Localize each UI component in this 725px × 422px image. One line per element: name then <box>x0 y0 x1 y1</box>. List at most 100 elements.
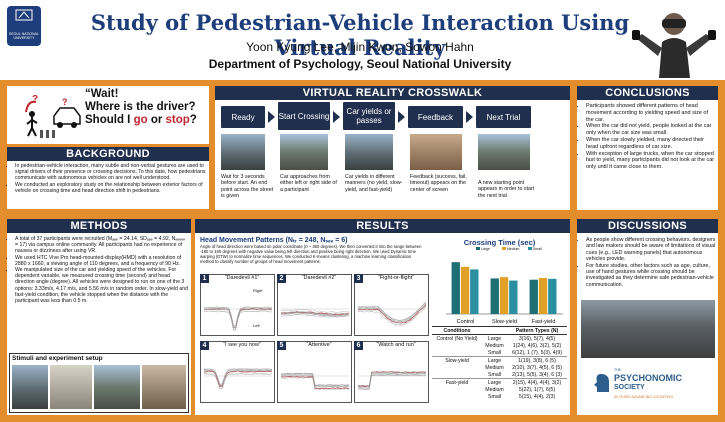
intro-should: Should I <box>85 114 134 126</box>
psy-society: SOCIETY <box>614 384 645 391</box>
table-cell-cond <box>432 393 482 400</box>
table-cell-patterns: 2(15), 4(4), 4(4), 3(2) <box>512 379 562 386</box>
pattern-name: “Daredevil #1” <box>224 275 260 281</box>
svg-text:?: ? <box>62 97 68 107</box>
pattern-name: “Daredevil #2” <box>301 275 337 281</box>
intro-question: “Wait! Where is the driver? Should I go … <box>85 88 205 127</box>
psy-name: PSYCHONOMIC <box>614 373 683 383</box>
logo-emblem-icon <box>15 9 33 21</box>
step-car-yields: Car yields or passes <box>343 102 395 130</box>
step-ready: Ready <box>221 106 265 128</box>
stimuli-box <box>9 353 189 413</box>
table-row: Medium 1(24), 4(6), 3(2), 5(2) <box>432 342 567 349</box>
background-heading: BACKGROUND <box>7 147 209 161</box>
pattern-table: Conditions Pattern Types (N) Control (No… <box>432 326 567 400</box>
intro-qmark: ? <box>189 114 197 126</box>
pattern-name: “Attentive” <box>306 342 332 348</box>
psy-tagline: 60 YEARS ADVANCING COGNITION <box>614 395 673 399</box>
brain-head-icon <box>594 374 609 392</box>
hmp-title: Head Movement Patterns (Nₜᵣ = 248, Nₛₑₑ … <box>200 236 348 244</box>
logo-text: SEOUL NATIONAL UNIVERSITY <box>9 32 39 40</box>
psy-the: THE <box>614 368 621 372</box>
table-cell-size: Small <box>488 393 502 400</box>
bar <box>460 266 470 314</box>
step-next-screenshot <box>478 134 530 170</box>
table-cell-patterns: 1(24), 4(6), 3(2), 5(2) <box>512 342 562 349</box>
university-logo: SEOUL NATIONAL UNIVERSITY <box>7 6 41 46</box>
table-row: Medium 2(10), 3(7), 4(5), 6 (5) <box>432 364 567 371</box>
stimuli-photo-lab <box>50 365 92 409</box>
table-header: Conditions <box>432 326 483 335</box>
stimuli-photo-truck <box>12 365 48 409</box>
crosswalk-heading: VIRTUAL REALITY CROSSWALK <box>215 86 570 100</box>
discussions-heading: DISCUSSIONS <box>577 219 718 233</box>
street-crowd-photo <box>581 300 715 358</box>
bar <box>451 262 460 314</box>
bar <box>509 280 518 314</box>
intro-line-2: Where is the driver? <box>85 101 196 113</box>
discussions-list: As people show different crossing behavi… <box>580 237 716 288</box>
legend-label: Large <box>481 247 490 251</box>
crossing-time-svg: Large Medium Small Control Slow-yield Fast-yi… <box>446 247 563 325</box>
bar <box>538 278 548 314</box>
arrow-icon <box>466 111 473 123</box>
legend-label: Medium <box>507 247 520 251</box>
table-row: Slow-yield Large 1(19), 3(8), 6 (5) <box>432 357 567 365</box>
pattern-plot-3 <box>354 274 429 336</box>
table-cell-cond: Control (No Yield) <box>436 335 478 342</box>
hmp-description: Angle of head direction were based on po… <box>200 244 422 264</box>
pattern-plot-5 <box>277 341 352 403</box>
methods-item: We manipulated size of the car and yield… <box>15 267 189 304</box>
step-next-trial: Next Trial <box>476 106 531 128</box>
table-cell-patterns: 1(19), 3(8), 6 (5) <box>518 357 556 364</box>
conclusions-heading: CONCLUSIONS <box>577 86 718 100</box>
table-cell-size: Medium <box>485 342 504 349</box>
table-cell-patterns: 2(13), 5(5), 3(4), 6 (3) <box>512 371 562 378</box>
intro-or: or <box>147 114 166 126</box>
step-ready-screenshot <box>221 134 265 170</box>
step-start-screenshot <box>280 134 328 170</box>
step-car-desc: Car yields in different manners (no yiel… <box>345 174 403 193</box>
arrow-icon <box>333 111 340 123</box>
pattern-name: “Watch and run” <box>376 342 416 348</box>
conclusions-item: When the car slowly yielded, many direct… <box>586 137 716 151</box>
pedestrian-car-illustration: ? ? <box>25 94 81 138</box>
x-tick-label: Control <box>457 319 475 325</box>
conclusions-panel <box>577 86 718 210</box>
table-cell-size: Small <box>488 349 502 356</box>
legend-swatch <box>528 247 532 250</box>
table-cell-size: Large <box>487 379 502 386</box>
background-list: In pedestrian-vehicle interaction, many … <box>9 163 207 194</box>
x-tick-label: Fast-yield <box>532 319 556 325</box>
poster-department: Department of Psychology, Seoul National… <box>208 57 512 71</box>
legend-swatch <box>476 247 480 250</box>
conclusions-list: Participants showed different patterns o… <box>580 103 716 171</box>
table-cell-patterns: 6(12), 1 (7), 5(3), 4(9) <box>512 349 562 356</box>
table-row: Control (No Yield) Large 3(16), 5(7), 4(5) <box>432 335 567 343</box>
poster-header <box>0 0 725 80</box>
x-tick-label: Slow-yield <box>492 319 517 325</box>
bar <box>490 278 499 314</box>
table-cell-patterns: 2(10), 3(7), 4(5), 6 (5) <box>512 364 562 371</box>
table-row: Fast-yield Large 2(15), 4(4), 4(4), 3(2) <box>432 379 567 387</box>
poster-title: Study of Pedestrian-Vehicle Interaction … <box>90 10 630 60</box>
pattern-number: 6 <box>354 341 363 350</box>
bar <box>470 269 479 314</box>
legend-swatch <box>502 247 506 250</box>
table-cell-cond: Fast-yield <box>445 379 469 386</box>
table-row: Small 5(15), 4(4), 2(3) <box>432 393 567 400</box>
step-feedback: Feedback <box>408 106 463 128</box>
table-cell-size: Large <box>487 335 502 342</box>
discussions-item: As people show different crossing behavi… <box>586 237 716 263</box>
pattern-number: 2 <box>277 274 286 283</box>
background-item: We conducted an exploratory study on the… <box>15 182 207 194</box>
background-item: In pedestrian-vehicle interaction, many … <box>15 163 207 182</box>
step-next-desc: A new starting point appears in order to… <box>478 180 535 199</box>
stimuli-photo-street <box>94 365 140 409</box>
conclusions-item: Participants showed different patterns o… <box>586 103 716 123</box>
table-cell-cond <box>432 364 482 371</box>
step-start-crossing: Start Crossing <box>278 102 330 130</box>
pattern-name: “I see you now” <box>223 342 261 348</box>
step-car-screenshot <box>345 134 393 170</box>
conclusions-item: When the car did not yield, people looke… <box>586 123 716 137</box>
